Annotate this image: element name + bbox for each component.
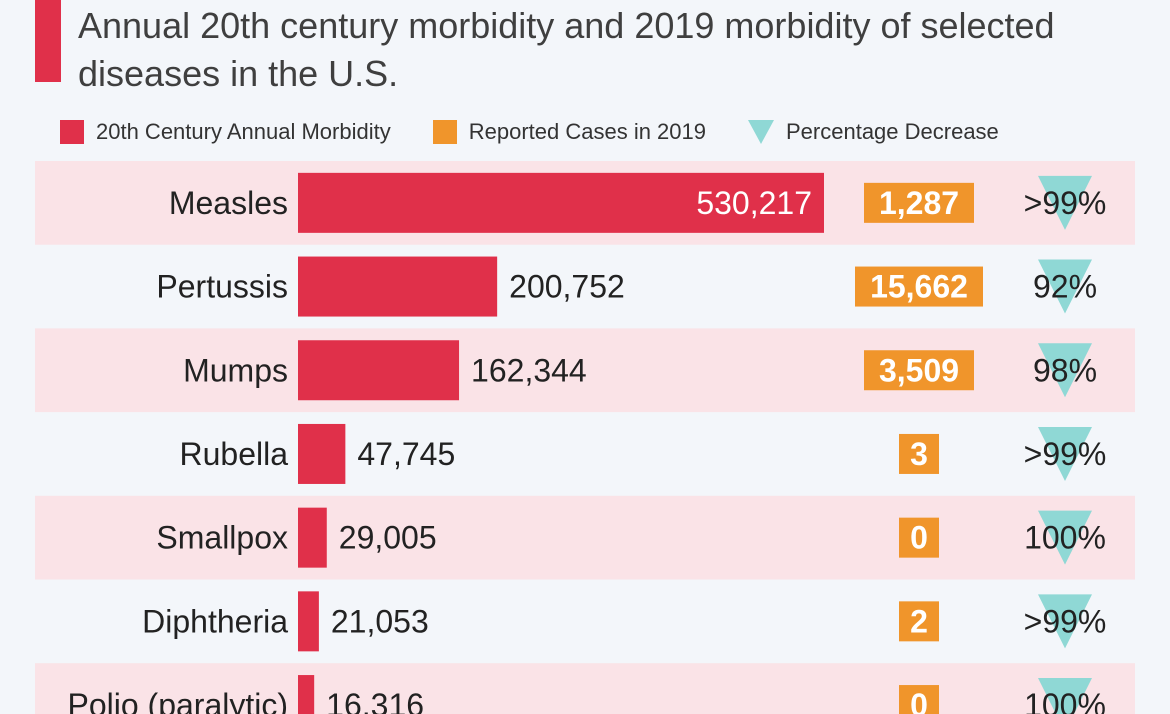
morbidity-value-label: 162,344: [471, 352, 587, 388]
legend-label-cases: Reported Cases in 2019: [468, 119, 706, 144]
morbidity-bar: [298, 256, 498, 317]
cases-2019-label: 3,509: [879, 352, 959, 388]
category-label: Polio (paralytic): [67, 687, 288, 714]
morbidity-value-label: 200,752: [509, 269, 625, 305]
cases-2019-label: 2: [910, 603, 928, 639]
percentage-decrease-label: 100%: [1024, 687, 1106, 714]
percentage-decrease-label: 98%: [1033, 352, 1097, 388]
percentage-decrease-label: >99%: [1024, 185, 1107, 221]
cases-2019-label: 0: [910, 520, 928, 556]
percentage-decrease-label: 92%: [1033, 269, 1097, 305]
cases-2019-box: [899, 517, 939, 558]
cases-2019-box: [899, 685, 939, 714]
category-label: Rubella: [179, 436, 288, 472]
decrease-triangle: [1038, 426, 1092, 481]
category-label: Pertussis: [156, 269, 288, 305]
decrease-triangle: [1038, 510, 1092, 565]
cases-2019-box: [864, 350, 974, 391]
legend-label-decrease: Percentage Decrease: [786, 119, 999, 144]
cases-2019-label: 15,662: [870, 269, 968, 305]
title-accent-bar: [35, 0, 61, 82]
morbidity-value-label: 21,053: [331, 603, 429, 639]
cases-2019-label: 0: [910, 687, 928, 714]
legend-swatch-morbidity: [60, 120, 84, 144]
morbidity-bar: [298, 423, 346, 484]
morbidity-value-label: 16,316: [326, 687, 424, 714]
percentage-decrease-label: >99%: [1024, 603, 1107, 639]
triangle-down-icon: [748, 120, 774, 144]
morbidity-value-label: 29,005: [339, 520, 437, 556]
legend-item-cases: Reported Cases in 2019: [432, 119, 706, 145]
legend-swatch-cases: [432, 120, 457, 144]
decrease-triangle: [1038, 259, 1092, 314]
legend-item-decrease: Percentage Decrease: [748, 119, 999, 145]
chart-title: Annual 20th century morbidity and 2019 m…: [78, 5, 1055, 94]
morbidity-value-label: 530,217: [696, 185, 812, 221]
legend-item-morbidity: 20th Century Annual Morbidity: [60, 119, 391, 145]
morbidity-value-label: 47,745: [357, 436, 455, 472]
morbidity-bar: [298, 507, 327, 568]
row-band: [35, 663, 1135, 714]
legend-label-morbidity: 20th Century Annual Morbidity: [96, 119, 391, 144]
percentage-decrease-label: >99%: [1024, 436, 1107, 472]
morbidity-bar: [298, 340, 460, 401]
category-label: Diphtheria: [142, 603, 288, 639]
morbidity-bar: [298, 675, 315, 714]
decrease-triangle: [1038, 175, 1092, 230]
cases-2019-label: 1,287: [879, 185, 959, 221]
percentage-decrease-label: 100%: [1024, 520, 1106, 556]
decrease-triangle: [1038, 343, 1092, 398]
category-label: Mumps: [183, 352, 288, 388]
cases-2019-box: [899, 433, 939, 474]
category-label: Smallpox: [156, 520, 288, 556]
cases-2019-box: [855, 266, 983, 307]
category-label: Measles: [169, 185, 288, 221]
cases-2019-label: 3: [910, 436, 928, 472]
cases-2019-box: [864, 182, 974, 223]
decrease-triangle: [1038, 678, 1092, 714]
legend: 20th Century Annual Morbidity Reported C…: [60, 116, 999, 148]
cases-2019-box: [899, 601, 939, 642]
row-band: [35, 495, 1135, 580]
morbidity-bar: [298, 591, 319, 652]
morbidity-bar: [298, 172, 824, 233]
decrease-triangle: [1038, 594, 1092, 649]
